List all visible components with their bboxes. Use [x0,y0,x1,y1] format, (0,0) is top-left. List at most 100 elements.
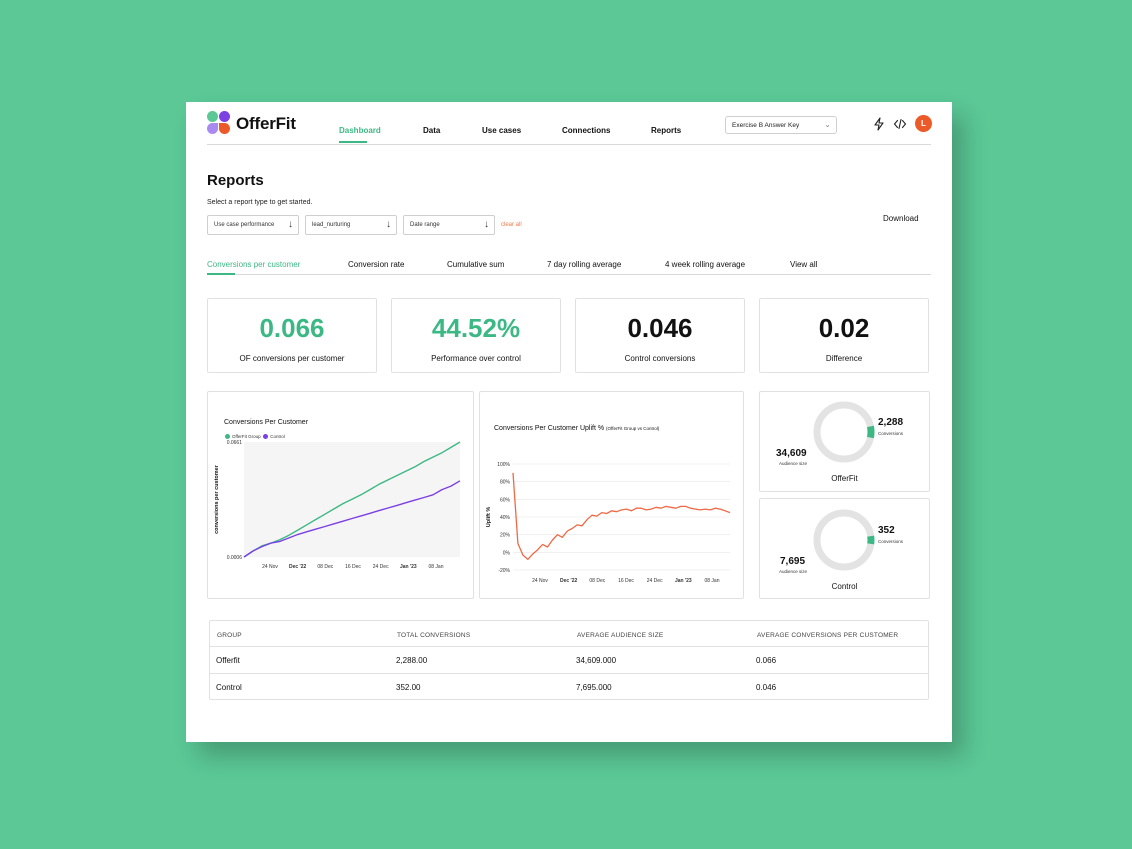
y-tick-label: 80% [500,480,511,486]
table-cell: 0.066 [756,656,777,665]
results-table: GROUP TOTAL CONVERSIONS AVERAGE AUDIENCE… [209,620,929,700]
donut-conversions-label: Conversions [878,431,904,436]
donut-audience: 7,695 [780,556,806,567]
donut-track [813,509,875,571]
kpi-label: Control conversions [624,354,696,363]
table-cell: 7,695.000 [576,683,612,692]
kpi-value: 44.52% [431,313,521,343]
series-line [512,472,731,561]
table-cell: 34,609.000 [576,656,617,665]
workspace-select[interactable]: Exercise B Answer Key ⌄ [725,116,837,134]
kpi-card: 0.02 Difference [759,298,929,373]
y-tick-label: 0.0006 [227,555,243,561]
uplift-line-chart: 100% 80% 60% 40% 20% 0% -20% Uplift % 24 Nov Dec … [486,462,731,584]
control-donut-card: 352 Conversions 7,695 Audience size Cont… [759,498,930,599]
conversions-chart-card: Conversions Per Customer OfferFit Group … [207,391,474,599]
report-type-filter[interactable]: Use case performance ↓ [207,215,299,235]
nav-use-cases[interactable]: Use cases [482,126,522,135]
donut-group-name: OfferFit [831,474,858,483]
donut-conversions: 352 [878,525,895,536]
x-tick-label: 24 Nov [532,578,548,584]
logo-dot-icon [219,111,230,122]
tab-conversion-rate[interactable]: Conversion rate [348,260,405,269]
table-cell: 2,288.00 [396,656,428,665]
y-axis-label: Uplift % [486,507,492,528]
series-line [243,441,461,558]
kpi-card: 0.046 Control conversions [575,298,745,373]
logo-dot-icon [207,111,218,122]
workspace-label: Exercise B Answer Key [732,122,800,129]
header-divider [207,144,931,145]
brand-name: OfferFit [236,114,296,133]
lightning-icon[interactable] [872,117,886,131]
nav-data[interactable]: Data [423,126,441,135]
nav-reports[interactable]: Reports [651,126,682,135]
table-header: AVERAGE CONVERSIONS PER CUSTOMER [757,632,899,639]
x-tick-label: 24 Dec [373,564,389,570]
donut-audience-label: Audience size [779,461,808,466]
y-tick-label: 20% [500,533,511,539]
x-tick-label: 08 Jan [428,564,443,570]
nav-dashboard[interactable]: Dashboard [339,126,381,135]
uplift-chart-card: Conversions Per Customer Uplift % (Offer… [479,391,744,599]
kpi-label: OF conversions per customer [239,354,345,363]
tab-cumulative-sum[interactable]: Cumulative sum [447,260,505,269]
table-cell: Offerfit [216,656,240,665]
tab-7-day-rolling-average[interactable]: 7 day rolling average [547,260,622,269]
tabs-divider [207,274,931,275]
donut-conversions: 2,288 [878,417,904,428]
offerfit-logo[interactable]: OfferFit [207,111,297,137]
filter-label: Date range [410,222,440,228]
kpi-label: Difference [825,354,863,363]
table-cell: 352.00 [396,683,421,692]
table-header: GROUP [217,632,242,639]
tab-conversions-per-customer[interactable]: Conversions per customer [207,260,301,269]
x-tick-label: Jan '23 [675,578,692,584]
use-case-filter[interactable]: lead_nurturing ↓ [305,215,397,235]
x-tick-label: 16 Dec [345,564,361,570]
table-header: TOTAL CONVERSIONS [397,632,471,639]
page-subtitle: Select a report type to get started. [207,199,313,206]
download-button[interactable]: Download [883,214,919,223]
arrow-down-icon: ↓ [484,219,489,230]
control-donut-chart [813,509,875,571]
y-tick-label: 60% [500,497,511,503]
legend-item: Control [270,434,285,439]
x-tick-label: Jan '23 [400,564,417,570]
chevron-down-icon: ⌄ [824,120,831,129]
table-cell: 0.046 [756,683,777,692]
filter-label: Use case performance [214,222,275,228]
chart-title-note: (OfferFit Group vs Control) [606,426,660,431]
y-tick-label: 0% [503,550,511,556]
active-tab-indicator [207,273,235,275]
y-tick-label: 100% [497,462,510,468]
nav-connections[interactable]: Connections [562,126,611,135]
conversions-line-chart: 0.0661 0.0006 conversions per customer 24 N… [214,440,461,570]
y-axis-label: conversions per customer [214,464,220,534]
active-nav-indicator [339,141,367,143]
clear-all-link[interactable]: clear all [501,222,522,228]
x-tick-label: Dec '22 [560,578,578,584]
date-range-filter[interactable]: Date range ↓ [403,215,495,235]
arrow-down-icon: ↓ [288,219,293,230]
donut-audience: 34,609 [776,448,807,459]
kpi-value: 0.046 [627,313,693,343]
legend-item: OfferFit Group [232,434,261,439]
app-window: OfferFit Dashboard Data Use cases Connec… [186,102,952,742]
tab-4-week-rolling-average[interactable]: 4 week rolling average [665,260,746,269]
user-avatar[interactable]: L [915,115,932,132]
chart-title-text: Conversions Per Customer Uplift % [494,425,605,432]
y-tick-label: -20% [498,568,510,574]
kpi-label: Performance over control [431,354,521,363]
x-tick-label: 08 Jan [704,578,719,584]
x-tick-label: Dec '22 [289,564,307,570]
chart-title: Conversions Per Customer Uplift % (Offer… [494,425,659,432]
x-tick-label: 24 Nov [262,564,278,570]
tab-view-all[interactable]: View all [790,260,818,269]
filter-label: lead_nurturing [312,222,351,228]
code-icon[interactable] [893,117,907,131]
offerfit-donut-card: 2,288 Conversions 34,609 Audience size O… [759,391,930,492]
offerfit-donut-chart [813,401,875,463]
x-tick-label: 08 Dec [317,564,333,570]
series-line [243,480,461,558]
